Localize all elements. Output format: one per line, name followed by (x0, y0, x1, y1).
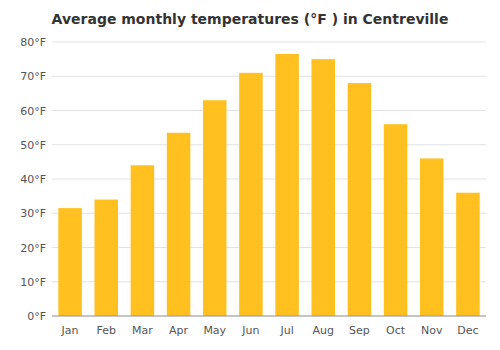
grid-line (52, 144, 486, 145)
bar (131, 165, 155, 316)
x-tick-label: Jan (61, 324, 79, 337)
x-tick-label: Feb (97, 324, 116, 337)
x-tick-label: Dec (457, 324, 478, 337)
bar (275, 54, 299, 316)
y-tick-label: 80°F (20, 36, 46, 49)
x-tick-label: Sep (349, 324, 370, 337)
grid-line (52, 42, 486, 43)
bars (58, 54, 479, 316)
chart-container: Average monthly temperatures (°F ) in Ce… (0, 0, 500, 350)
x-tick-label: Mar (132, 324, 153, 337)
y-tick-label: 50°F (20, 139, 46, 152)
bar (311, 59, 335, 316)
bar (167, 133, 191, 316)
x-tick-label: Aug (313, 324, 334, 337)
x-axis-line (52, 316, 486, 317)
x-tick-label: Apr (169, 324, 189, 337)
y-tick-label: 10°F (20, 276, 46, 289)
bar (420, 158, 444, 316)
bar (384, 124, 408, 316)
y-tick-label: 40°F (20, 173, 46, 186)
chart: Average monthly temperatures (°F ) in Ce… (0, 0, 500, 350)
x-tick-label: Oct (386, 324, 406, 337)
y-tick-label: 0°F (27, 310, 46, 323)
bar (456, 193, 480, 316)
grid-line (52, 110, 486, 111)
grid (52, 42, 486, 316)
y-tick-label: 30°F (20, 207, 46, 220)
x-tick-label: Jul (279, 324, 293, 337)
y-tick-label: 60°F (20, 105, 46, 118)
grid-line (52, 76, 486, 77)
bar (58, 208, 82, 316)
bar (348, 83, 372, 316)
title: Average monthly temperatures (°F ) in Ce… (52, 11, 449, 27)
bar (239, 73, 263, 316)
bar (203, 100, 227, 316)
y-tick-label: 20°F (20, 242, 46, 255)
x-tick-label: Jun (241, 324, 259, 337)
x-tick-label: May (203, 324, 226, 337)
bar (94, 200, 118, 316)
grid-line (52, 316, 486, 317)
y-tick-label: 70°F (20, 70, 46, 83)
x-tick-label: Nov (421, 324, 443, 337)
